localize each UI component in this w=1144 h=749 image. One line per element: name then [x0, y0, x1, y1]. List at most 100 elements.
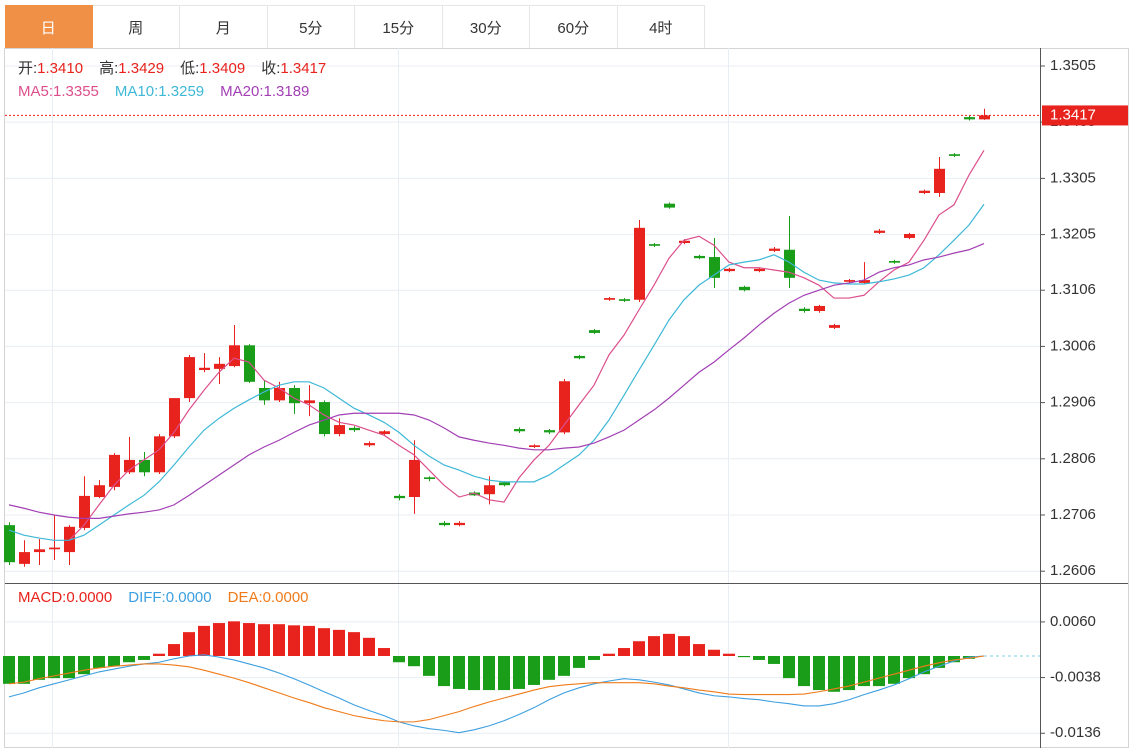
y-tick-label: 1.2806	[1050, 450, 1096, 467]
candle-body	[559, 381, 570, 433]
macd-bar	[198, 625, 210, 656]
y-tick-label: 1.3505	[1050, 57, 1096, 74]
macd-bar	[753, 655, 765, 660]
candle-body	[394, 495, 405, 499]
macd-bar	[918, 655, 930, 675]
macd-bar	[708, 649, 720, 656]
candle-body	[904, 234, 915, 238]
candle-body	[799, 308, 810, 312]
macd-bar	[798, 655, 810, 687]
legend-value: 0.0000	[263, 589, 309, 606]
candle-body	[784, 249, 795, 278]
candle-body	[574, 355, 585, 359]
candle-body	[664, 203, 675, 208]
candle-body	[499, 482, 510, 486]
candle-body	[484, 485, 495, 495]
macd-bar	[633, 641, 645, 656]
macd-bar	[273, 624, 285, 656]
legend-value: 0.0000	[166, 589, 212, 606]
y-tick-label: 1.3006	[1050, 337, 1096, 354]
candle-body	[649, 244, 660, 246]
macd-bar	[438, 655, 450, 687]
period-tab[interactable]: 60分	[530, 5, 618, 48]
candle-body	[334, 425, 345, 435]
candle-body	[184, 357, 195, 399]
macd-bar	[348, 632, 360, 656]
macd-bar	[783, 655, 795, 679]
candle-body	[349, 427, 360, 431]
line	[8, 655, 985, 723]
period-tab[interactable]: 5分	[267, 5, 355, 48]
candle-body	[634, 227, 645, 300]
legend-value: 1.3355	[53, 83, 99, 100]
last-price-tag	[1042, 105, 1128, 126]
macd-bar	[288, 625, 300, 656]
macd-bar	[453, 655, 465, 689]
candle-body	[304, 400, 315, 404]
macd-bar	[528, 655, 540, 685]
period-tab[interactable]: 周	[92, 5, 180, 48]
macd-bar	[618, 648, 630, 656]
candle-body	[109, 454, 120, 487]
macd-bar	[153, 653, 165, 656]
candle-body	[754, 268, 765, 272]
macd-bar	[483, 655, 495, 691]
legend-label: MA5:	[18, 83, 53, 100]
period-tab[interactable]: 月	[180, 5, 268, 48]
last-price-label: 1.3417	[1050, 106, 1096, 123]
legend-label: DIFF:	[128, 589, 166, 606]
period-tab[interactable]: 4时	[617, 5, 705, 48]
macd-bar	[258, 624, 270, 656]
candle-body	[769, 248, 780, 251]
macd-bar	[513, 655, 525, 689]
candle-body	[814, 305, 825, 312]
candle-body	[139, 459, 150, 473]
legend-label: 收:	[261, 60, 280, 77]
line	[8, 654, 985, 734]
macd-bar	[498, 655, 510, 691]
legend-value: 1.3410	[37, 60, 83, 77]
candle-body	[739, 286, 750, 291]
period-tab[interactable]: 15分	[355, 5, 443, 48]
candle-body	[199, 367, 210, 371]
macd-bar	[693, 644, 705, 656]
period-tab[interactable]: 日	[5, 5, 93, 48]
candle-body	[19, 552, 30, 564]
y-tick-label: 1.3205	[1050, 226, 1096, 243]
macd-bar	[213, 623, 225, 656]
candle-body	[724, 268, 735, 272]
legend-label: DEA:	[228, 589, 263, 606]
legend-value: 1.3189	[264, 83, 310, 100]
candle-body	[379, 431, 390, 435]
macd-bar	[333, 629, 345, 656]
macd-bar	[678, 636, 690, 656]
candle-body	[289, 387, 300, 404]
legend: 开:1.3410 高:1.3429 低:1.3409 收:1.3417	[18, 60, 326, 77]
macd-bar	[378, 648, 390, 656]
y-tick-label: 0.0060	[1050, 613, 1096, 630]
macd-bar	[573, 655, 585, 668]
period-tab[interactable]: 30分	[442, 5, 530, 48]
macd-bar	[33, 655, 45, 680]
candle-body	[829, 325, 840, 328]
candle-body	[169, 398, 180, 437]
candle-body	[34, 549, 45, 553]
macd-bar	[138, 655, 150, 660]
legend-value: 1.3417	[280, 60, 326, 77]
candle-body	[889, 260, 900, 263]
legend-label: 低:	[180, 60, 199, 77]
candle-body	[514, 429, 525, 432]
candle-body	[214, 363, 225, 369]
macd-bar	[948, 655, 960, 663]
legend-label: MA10:	[115, 83, 158, 100]
candle-body	[4, 525, 15, 563]
line	[8, 203, 985, 541]
candle-body	[424, 477, 435, 480]
legend-value: 1.3259	[158, 83, 204, 100]
candle-body	[544, 430, 555, 433]
candle-body	[454, 522, 465, 526]
candle-body	[694, 255, 705, 259]
candle-body	[679, 240, 690, 244]
candle-body	[229, 345, 240, 367]
